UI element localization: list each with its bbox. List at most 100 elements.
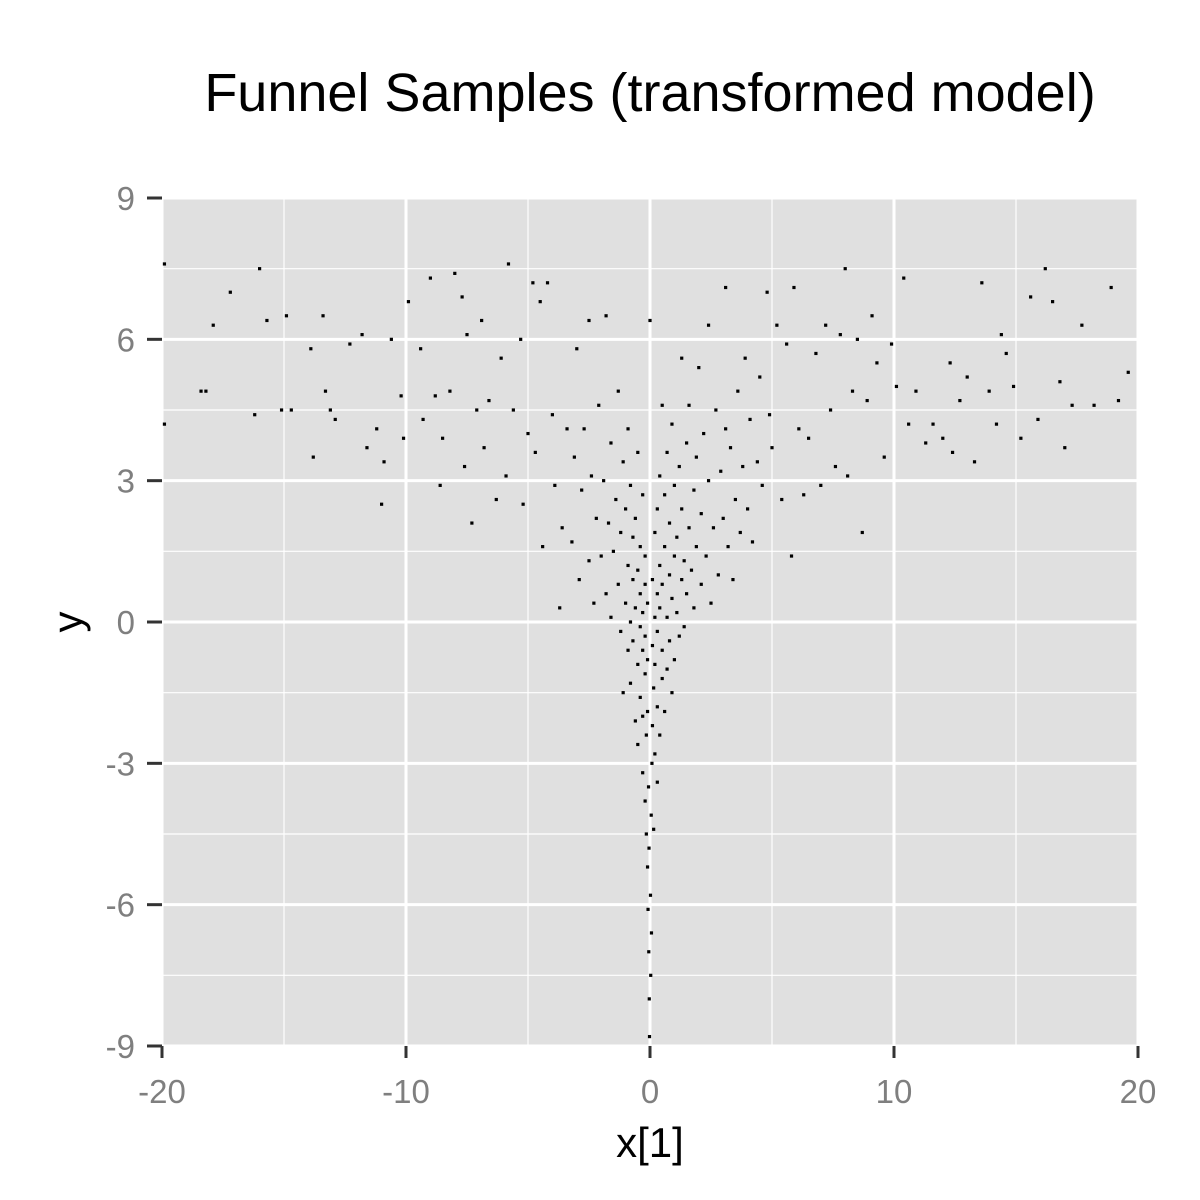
data-point [1011,384,1016,389]
y-tick-label: -3 [106,745,135,782]
data-point [797,427,801,431]
data-point [628,681,633,685]
data-point [587,559,591,563]
data-point [648,893,653,897]
data-point [667,639,672,643]
data-point [499,356,503,360]
data-point [638,592,642,596]
data-point [433,394,437,398]
data-point [626,563,630,568]
data-point [626,648,630,652]
data-point [680,578,684,582]
data-point [680,356,684,360]
data-point [604,314,608,318]
data-point [682,625,686,629]
data-point [658,606,662,610]
data-point [875,361,879,365]
data-point [728,446,733,450]
data-point [1043,267,1047,271]
data-point [448,389,452,393]
data-point [780,497,784,502]
data-point [592,601,596,605]
data-point [658,563,662,568]
data-point [716,573,720,577]
x-tick-label: 0 [641,1073,659,1110]
data-point [643,799,647,803]
data-point [1029,295,1033,299]
data-point [819,483,823,487]
data-point [658,474,662,478]
data-point [653,530,657,535]
data-point [636,568,640,572]
data-point [228,290,232,294]
data-point [611,549,615,553]
data-point [382,460,386,464]
data-point [665,450,669,454]
data-point [711,526,716,530]
data-point [645,601,650,605]
data-point [475,408,479,412]
data-point [660,676,664,681]
data-point [731,578,735,582]
data-point [162,262,167,266]
data-point [538,300,542,304]
data-point [694,545,698,549]
data-point [482,446,486,450]
data-point [279,408,284,412]
data-point [743,356,747,360]
data-point [1036,417,1040,422]
data-point [162,422,167,426]
data-point [1080,323,1084,327]
data-point [565,427,569,431]
data-point [672,658,676,662]
data-point [428,276,432,280]
data-points [162,262,1130,1039]
data-point [650,643,655,648]
x-tick-label: -10 [382,1073,430,1110]
data-point [311,455,315,459]
data-point [624,601,628,605]
data-point [649,973,653,977]
data-point [719,469,723,473]
data-point [289,408,293,412]
data-point [724,285,728,290]
data-point [750,540,755,544]
data-point [365,446,369,450]
data-point [721,516,725,520]
data-point [746,507,750,511]
data-point [521,502,525,506]
data-point [855,337,859,341]
data-point [833,464,838,469]
data-point [519,337,523,341]
data-point [785,342,789,346]
data-point [649,931,654,935]
data-point [453,271,457,275]
data-point [889,342,894,346]
data-point [511,408,515,412]
data-point [724,427,728,431]
data-point [685,441,689,445]
data-point [675,535,679,539]
data-point [802,493,806,497]
data-point [399,394,403,398]
data-point [580,488,584,492]
data-point [838,333,842,337]
y-axis-title: y [44,612,91,633]
data-point [643,672,647,676]
data-point [604,592,608,596]
data-point [526,431,530,436]
data-point [631,535,635,539]
data-point [333,417,337,422]
y-tick-label: -9 [106,1028,135,1065]
data-point [663,493,667,497]
data-point [465,333,469,337]
data-point [663,545,667,549]
data-point [702,431,706,436]
data-point [653,752,657,756]
data-point [619,530,623,535]
data-point [870,314,874,318]
data-point [643,582,647,586]
data-point [545,281,550,285]
data-point [375,427,379,431]
data-point [633,719,637,723]
